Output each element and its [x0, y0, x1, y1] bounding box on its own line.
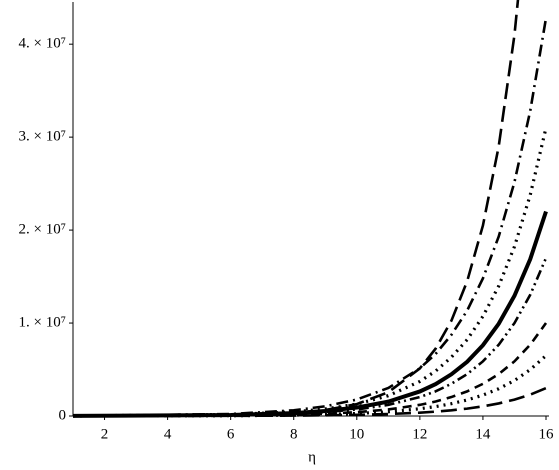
- y-tick-label: 1. × 10⁷: [19, 314, 66, 330]
- y-tick-label: 0: [59, 407, 67, 423]
- series-line: [73, 127, 548, 418]
- x-axis-label: η: [308, 449, 316, 465]
- x-tick-label: 16: [539, 426, 555, 442]
- series-line: [73, 322, 548, 418]
- series-line: [73, 386, 547, 418]
- x-tick-label: 2: [101, 426, 109, 442]
- series-line: [73, 210, 548, 418]
- y-tick-label: 3. × 10⁷: [19, 129, 66, 145]
- x-tick-label: 6: [227, 426, 235, 442]
- x-tick-label: 14: [475, 426, 491, 442]
- y-tick-label: 2. × 10⁷: [19, 222, 66, 238]
- x-tick-label: 10: [349, 426, 364, 442]
- plot-area: [73, 0, 548, 418]
- y-tick-label: 4. × 10⁷: [19, 36, 66, 52]
- x-tick-label: 12: [412, 426, 427, 442]
- x-tick-label: 4: [164, 426, 172, 442]
- x-tick-label: 8: [290, 426, 298, 442]
- series-line: [73, 257, 548, 418]
